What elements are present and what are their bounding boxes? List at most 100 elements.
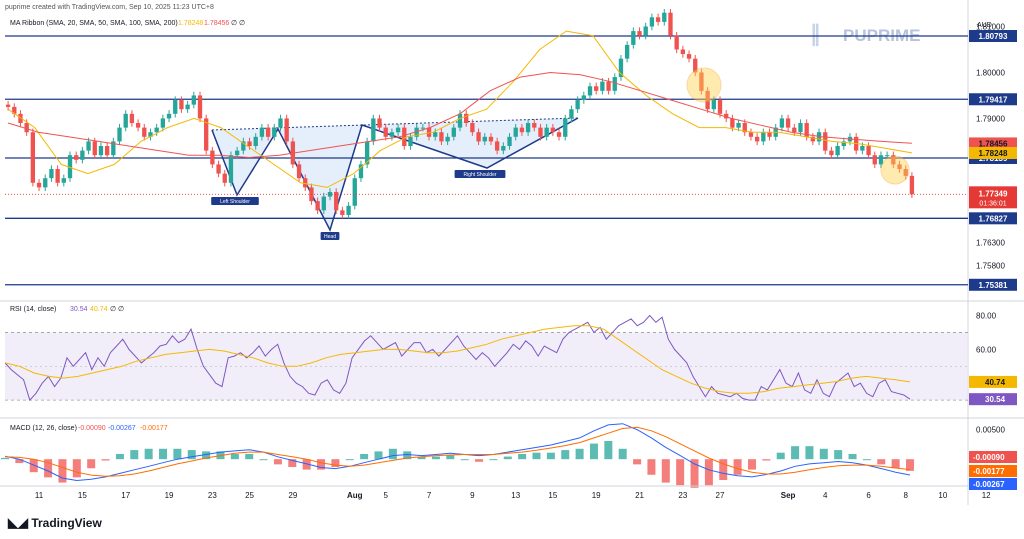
macd-histogram-bar	[747, 459, 756, 470]
macd-histogram-bar	[877, 459, 886, 465]
macd-histogram-bar	[503, 456, 512, 460]
tradingview-brand[interactable]: ◣◢ TradingView	[8, 515, 102, 531]
macd-histogram-bar	[618, 448, 627, 460]
candle-body	[860, 146, 865, 151]
macd-value-badge	[969, 465, 1017, 477]
candle-body	[284, 118, 289, 142]
created-header: puprime created with TradingView.com, Se…	[5, 4, 214, 11]
tradingview-brand-text: TradingView	[31, 516, 102, 530]
time-tick-label: 27	[716, 491, 725, 500]
candle-body	[216, 164, 221, 174]
macd-histogram-bar	[345, 459, 354, 461]
time-tick-label: Sep	[781, 491, 796, 500]
candle-body	[55, 168, 60, 183]
candle-body	[618, 58, 624, 78]
candle-body	[24, 123, 29, 133]
candle-body	[98, 146, 104, 156]
candle-body	[414, 127, 419, 137]
macd-histogram-bar	[848, 453, 857, 460]
candle-body	[655, 17, 661, 22]
macd-histogram-bar	[29, 459, 38, 473]
macd-histogram-bar	[87, 459, 96, 469]
ma-value-label: 1.78456	[979, 139, 1008, 148]
candle-body	[569, 109, 574, 119]
macd-histogram-bar	[58, 459, 67, 483]
candle-body	[364, 141, 370, 165]
macd-tick-label: 0.00500	[976, 426, 1005, 435]
rsi-value-badge	[969, 393, 1017, 406]
time-tick-label: 13	[511, 491, 520, 500]
candle-body	[606, 81, 611, 91]
candle-body	[321, 196, 326, 211]
time-tick-label: 19	[592, 491, 601, 500]
candle-body	[866, 146, 871, 156]
macd-histogram-bar	[604, 440, 613, 460]
candle-body	[408, 136, 413, 147]
candle-body	[389, 132, 395, 137]
candle-body	[649, 17, 655, 27]
macd-histogram-bar	[360, 453, 369, 460]
time-tick-label: 11	[35, 491, 44, 500]
price-tick-label: 1.80000	[976, 68, 1005, 77]
key-level-badge	[969, 278, 1017, 291]
time-tick-label: 21	[635, 491, 644, 500]
macd-histogram-bar	[130, 450, 139, 460]
candle-body	[18, 113, 23, 124]
candle-body	[897, 164, 902, 169]
macd-histogram-bar	[173, 448, 182, 460]
macd-histogram-bar	[446, 455, 455, 460]
macd-value-badge	[969, 478, 1017, 490]
candle-body	[748, 132, 754, 137]
candle-body	[767, 132, 772, 137]
macd-histogram-bar	[144, 448, 153, 460]
ma-ribbon-flags: ∅ ∅	[231, 20, 245, 27]
candle-body	[210, 150, 215, 165]
candle-body	[891, 155, 896, 165]
key-level-badge	[969, 212, 1017, 225]
macd-histogram-bar	[676, 459, 685, 486]
macd-histogram-bar	[776, 452, 785, 460]
ma-ribbon-value-50: 1.78456	[204, 20, 229, 27]
macd-histogram-bar	[245, 453, 254, 460]
ma-value-badge	[969, 146, 1017, 159]
macd-histogram-bar	[431, 456, 440, 460]
candle-body	[643, 26, 648, 36]
candle-body	[142, 127, 147, 137]
candle-body	[5, 104, 11, 107]
candle-body	[779, 118, 785, 128]
candle-body	[674, 35, 679, 50]
candle-body	[513, 127, 518, 137]
time-tick-label: 25	[245, 491, 254, 500]
candle-body	[67, 155, 73, 179]
candle-body	[544, 127, 549, 137]
rsi-value-label: 30.54	[70, 306, 88, 313]
macd-histogram-bar	[791, 446, 800, 460]
candle-body	[303, 178, 308, 188]
candle-body	[61, 178, 66, 183]
candle-body	[699, 72, 704, 91]
pattern-shade	[212, 118, 578, 230]
time-tick-label: 15	[78, 491, 87, 500]
candle-body	[278, 118, 283, 128]
rsi-ma-line	[4, 325, 911, 394]
candle-body	[36, 182, 42, 188]
candle-body	[74, 155, 79, 160]
candle-body	[878, 155, 884, 165]
macd-histogram-bar	[690, 459, 699, 488]
time-tick-label: 9	[470, 491, 475, 500]
candle-body	[810, 136, 816, 142]
macd-histogram-bar	[805, 446, 814, 460]
candle-body	[693, 58, 698, 73]
candle-body	[433, 132, 438, 137]
candle-body	[532, 123, 537, 128]
candle-body	[538, 127, 543, 137]
candle-body	[668, 12, 673, 36]
time-tick-label: 17	[121, 491, 130, 500]
macd-histogram-bar	[532, 452, 541, 460]
macd-histogram-bar	[575, 448, 584, 460]
candle-body	[550, 127, 556, 133]
macd-badge-label: -0.00177	[973, 467, 1005, 476]
candle-body	[377, 118, 382, 128]
rsi-value-badge	[969, 375, 1017, 388]
